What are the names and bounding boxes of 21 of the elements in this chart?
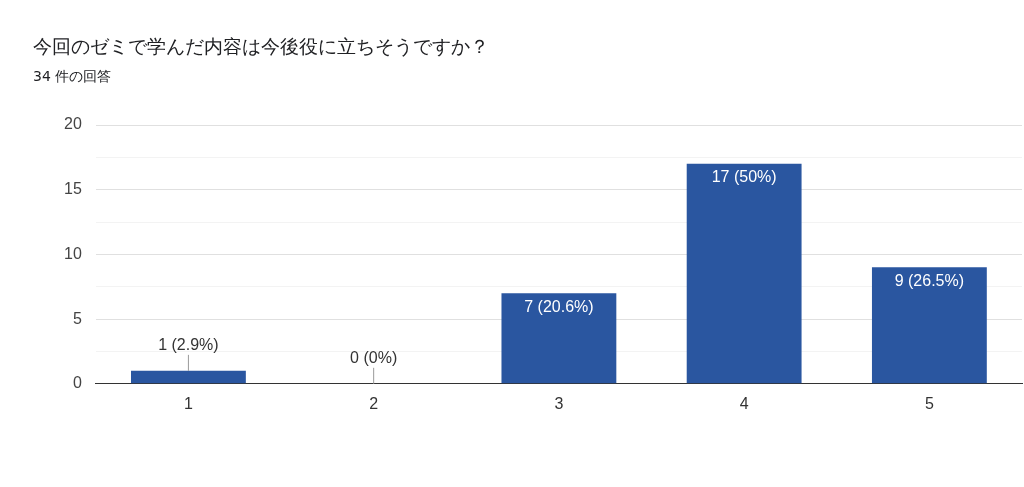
bar	[130, 370, 246, 384]
data-label: 17 (50%)	[711, 168, 777, 186]
y-tick-label: 0	[72, 374, 82, 392]
x-tick-label: 2	[369, 394, 379, 412]
x-tick-label: 1	[183, 394, 193, 412]
bar	[686, 163, 802, 384]
chart-title: 今回のゼミで学んだ内容は今後役に立ちそうですか？	[33, 34, 489, 59]
chart-subtitle: 34 件の回答	[33, 68, 112, 86]
data-label: 9 (26.5%)	[894, 271, 965, 289]
data-label: 0 (0%)	[350, 349, 398, 367]
y-tick-label: 10	[64, 244, 82, 262]
y-tick-label: 5	[72, 309, 82, 327]
x-tick-label: 4	[739, 394, 749, 412]
y-tick-label: 20	[64, 115, 82, 133]
bar	[501, 293, 617, 384]
bar	[871, 267, 987, 384]
x-tick-label: 5	[924, 394, 934, 412]
x-tick-label: 3	[554, 394, 564, 412]
data-label: 1 (2.9%)	[158, 336, 219, 354]
data-label: 7 (20.6%)	[524, 297, 594, 315]
y-tick-label: 15	[64, 180, 82, 198]
